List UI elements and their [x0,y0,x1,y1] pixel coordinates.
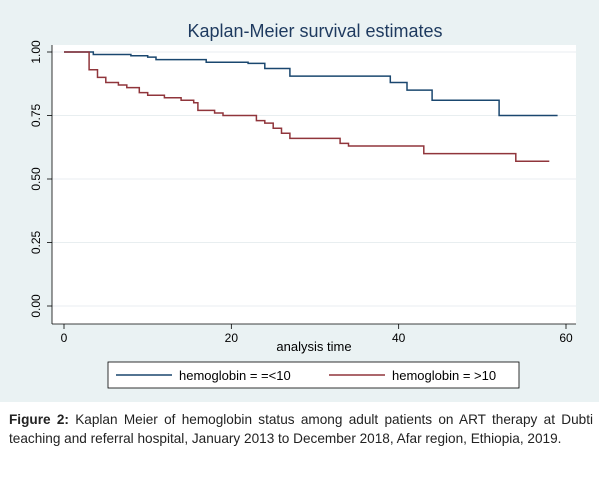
legend-label-2: hemoglobin = >10 [392,368,496,383]
chart-title: Kaplan-Meier survival estimates [187,21,442,41]
y-tick-label: 1.00 [29,40,43,64]
legend-box [107,361,520,389]
x-tick-label: 60 [559,331,573,345]
figure-caption: Figure 2: Kaplan Meier of hemoglobin sta… [9,410,593,448]
x-tick-label: 20 [225,331,239,345]
x-tick-label: 40 [392,331,406,345]
series-layer [64,51,558,162]
grid-layer [52,51,576,307]
x-axis-label: analysis time [276,339,351,354]
axis-layer: 0.00 0.25 0.50 0.75 1.00 0 20 40 60 [29,40,576,345]
legend: hemoglobin = =<10 hemoglobin = >10 [116,368,496,383]
caption-label: Figure 2: [9,412,69,427]
km-chart: Kaplan-Meier survival estimates 0.00 0.25… [29,21,576,389]
caption-text: Kaplan Meier of hemoglobin status among … [9,412,593,446]
figure-panel: Kaplan-Meier survival estimates 0.00 0.25… [0,0,599,402]
y-tick-label: 0.50 [29,167,43,191]
series-line-2 [64,51,550,162]
y-tick-label: 0.00 [29,294,43,318]
y-tick-label: 0.75 [29,103,43,127]
series-line-1 [64,51,558,117]
x-tick-label: 0 [61,331,68,345]
y-tick-label: 0.25 [29,230,43,254]
legend-label-1: hemoglobin = =<10 [179,368,291,383]
